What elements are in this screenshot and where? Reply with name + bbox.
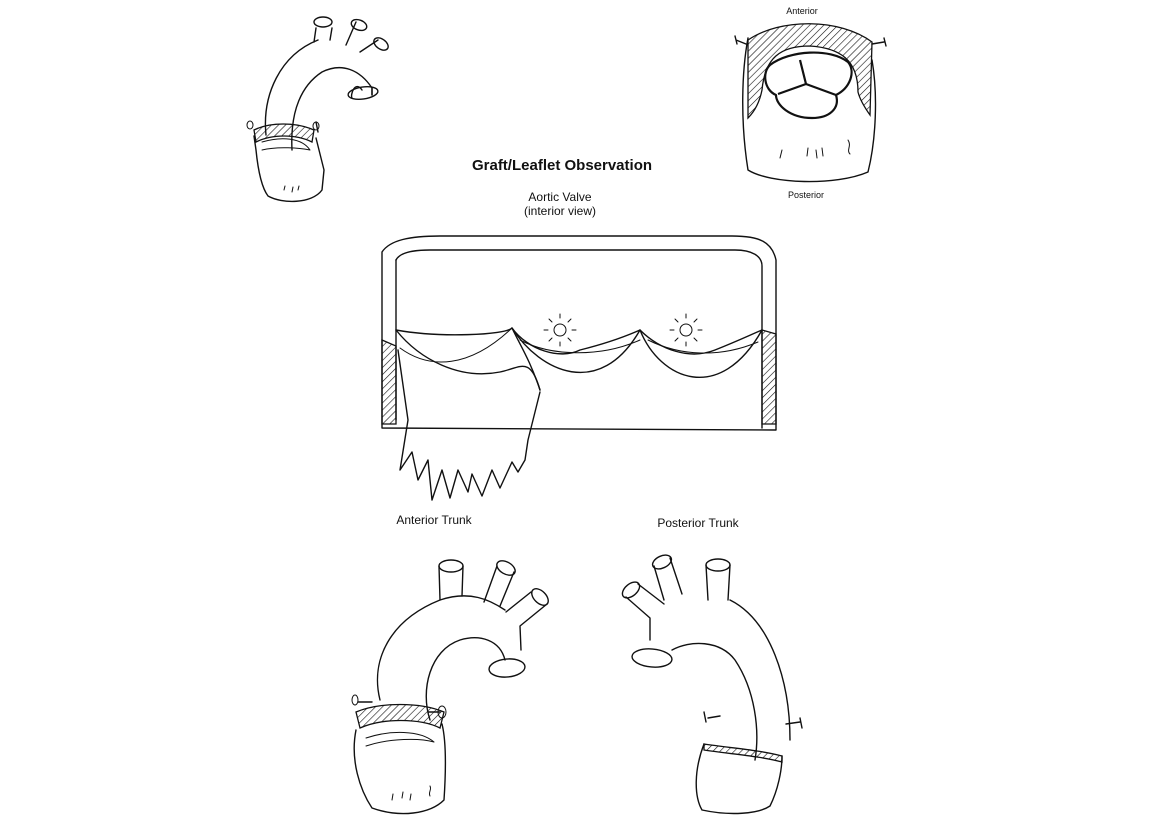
aortic-valve-interior-illustration (381, 235, 777, 501)
page-title: Graft/Leaflet Observation (471, 157, 653, 174)
posterior-trunk-illustration (621, 554, 803, 815)
valve-view-line2: (interior view) (523, 204, 596, 218)
small-aortic-arch-illustration (246, 16, 389, 203)
posterior-trunk-label: Posterior Trunk (657, 516, 739, 530)
cross-section-anterior-label: Anterior (786, 6, 818, 16)
anterior-trunk-label: Anterior Trunk (396, 513, 472, 527)
valve-view-line1: Aortic Valve (528, 190, 592, 204)
anterior-trunk-illustration (351, 559, 549, 815)
valve-view-caption: Aortic Valve (interior view) (490, 190, 630, 218)
valve-cross-section-illustration (734, 23, 887, 183)
cross-section-posterior-label: Posterior (787, 190, 824, 200)
